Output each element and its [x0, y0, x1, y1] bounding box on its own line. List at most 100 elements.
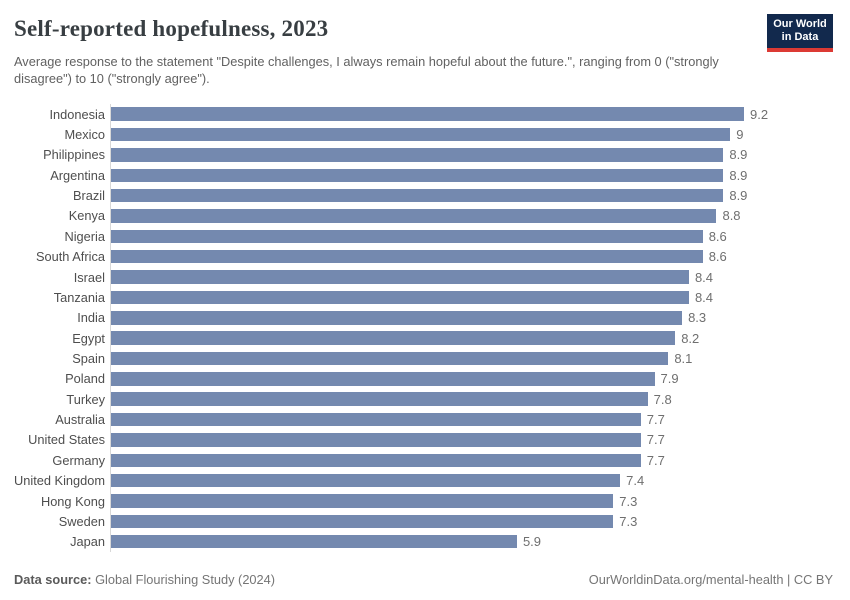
bar-area: 9.2	[110, 104, 769, 125]
bar[interactable]	[111, 331, 676, 345]
value-label: 7.8	[653, 391, 672, 407]
data-source: Data source: Global Flourishing Study (2…	[14, 572, 275, 587]
country-label[interactable]: Kenya	[68, 208, 105, 224]
country-label[interactable]: Poland	[65, 371, 105, 387]
chart-row: Brazil 8.9	[14, 185, 747, 206]
bar[interactable]	[111, 229, 703, 244]
bar[interactable]	[111, 107, 744, 121]
value-label: 8.8	[722, 208, 741, 224]
owid-logo-line2: in Data	[781, 31, 819, 43]
chart-row: Mexico 9	[14, 124, 747, 145]
bar[interactable]	[111, 392, 648, 406]
bar[interactable]	[111, 351, 669, 366]
chart-row: Sweden 7.3	[14, 511, 747, 532]
bar-area: 8.2	[110, 327, 747, 349]
owid-logo[interactable]: Our World in Data	[767, 14, 833, 52]
bar[interactable]	[111, 433, 641, 447]
bar[interactable]	[111, 188, 724, 203]
country-label[interactable]: Hong Kong	[40, 493, 105, 509]
country-label[interactable]: Spain	[72, 350, 105, 366]
bar[interactable]	[111, 494, 614, 508]
chart-footer: Data source: Global Flourishing Study (2…	[14, 572, 833, 587]
bar[interactable]	[111, 514, 614, 529]
country-label[interactable]: Tanzania	[53, 289, 105, 305]
country-label[interactable]: Sweden	[58, 513, 105, 529]
bar[interactable]	[111, 209, 717, 223]
owid-logo-line1: Our World	[773, 18, 827, 30]
country-label[interactable]: South Africa	[35, 249, 105, 265]
bar-area: 8.6	[110, 226, 747, 247]
bar[interactable]	[111, 148, 724, 162]
bar-area: 8.3	[110, 307, 747, 328]
bar[interactable]	[111, 270, 689, 284]
country-label[interactable]: India	[77, 310, 105, 326]
bar[interactable]	[111, 473, 621, 488]
bar-area: 8.4	[110, 266, 747, 288]
chart-title: Self-reported hopefulness, 2023	[14, 16, 329, 41]
value-label: 8.1	[674, 350, 693, 366]
chart-row: Nigeria 8.6	[14, 226, 747, 247]
value-label: 8.4	[694, 269, 714, 285]
country-label[interactable]: Australia	[55, 412, 105, 428]
bar[interactable]	[111, 168, 724, 182]
bar-area: 8.6	[110, 246, 747, 267]
bar-area: 8.9	[110, 165, 748, 186]
bar[interactable]	[111, 290, 689, 305]
value-label: 9	[736, 127, 744, 143]
bar-area: 7.3	[110, 490, 747, 512]
country-label[interactable]: Philippines	[43, 147, 105, 163]
value-label: 7.7	[646, 452, 665, 468]
data-source-label: Data source:	[14, 572, 92, 587]
country-label[interactable]: Egypt	[72, 330, 105, 346]
chart-row: Philippines 8.9	[14, 144, 747, 166]
bar[interactable]	[111, 412, 641, 427]
country-label[interactable]: Indonesia	[49, 106, 106, 122]
value-label: 8.9	[729, 167, 748, 183]
chart-row: Australia 7.7	[14, 409, 747, 430]
bar[interactable]	[111, 127, 731, 142]
chart-row: Spain 8.1	[14, 348, 747, 369]
country-label[interactable]: Brazil	[73, 188, 105, 204]
value-label: 8.3	[688, 310, 707, 326]
bar[interactable]	[111, 453, 641, 468]
value-label: 8.2	[681, 330, 700, 346]
bar-area: 8.9	[110, 185, 747, 206]
bar-area: 7.4	[110, 470, 747, 491]
bar-area: 7.9	[110, 368, 747, 390]
bar-area: 5.9	[110, 531, 747, 552]
bar-area: 8.9	[110, 144, 747, 166]
chart-subtitle: Average response to the statement "Despi…	[14, 54, 719, 86]
country-label[interactable]: Mexico	[64, 127, 105, 143]
bar[interactable]	[111, 534, 517, 549]
country-label[interactable]: United States	[28, 432, 105, 448]
country-label[interactable]: Germany	[52, 452, 105, 468]
value-label: 8.6	[708, 228, 727, 244]
chart-row: Poland 7.9	[14, 368, 747, 390]
chart-row: India 8.3	[14, 307, 747, 328]
country-label[interactable]: Israel	[73, 269, 105, 285]
bar-area: 9	[110, 124, 747, 145]
bar[interactable]	[111, 372, 655, 386]
country-label[interactable]: Nigeria	[64, 228, 105, 244]
value-label: 7.3	[619, 513, 638, 529]
bar-area: 7.7	[110, 409, 747, 430]
country-label[interactable]: Argentina	[50, 167, 105, 183]
chart-row: Egypt 8.2	[14, 327, 747, 349]
value-label: 7.7	[646, 412, 665, 428]
bar-chart: Indonesia 9.2 Mexico 9 Philippines 8.9 Argenti…	[14, 104, 768, 552]
value-label: 8.6	[708, 249, 727, 265]
bar-area: 8.4	[110, 287, 747, 308]
country-label[interactable]: United Kingdom	[14, 473, 106, 489]
bar[interactable]	[111, 249, 703, 264]
bar-area: 7.7	[110, 450, 747, 471]
chart-row: Tanzania 8.4	[14, 287, 747, 308]
data-source-value: Global Flourishing Study (2024)	[91, 572, 276, 587]
bar[interactable]	[111, 311, 683, 325]
country-label[interactable]: Turkey	[66, 391, 105, 407]
value-label: 9.2	[750, 106, 769, 122]
credit-link[interactable]: OurWorldinData.org/mental-health | CC BY	[588, 572, 833, 587]
value-label: 7.9	[660, 371, 679, 387]
country-label[interactable]: Japan	[70, 534, 105, 550]
chart-row: Indonesia 9.2	[14, 104, 768, 125]
